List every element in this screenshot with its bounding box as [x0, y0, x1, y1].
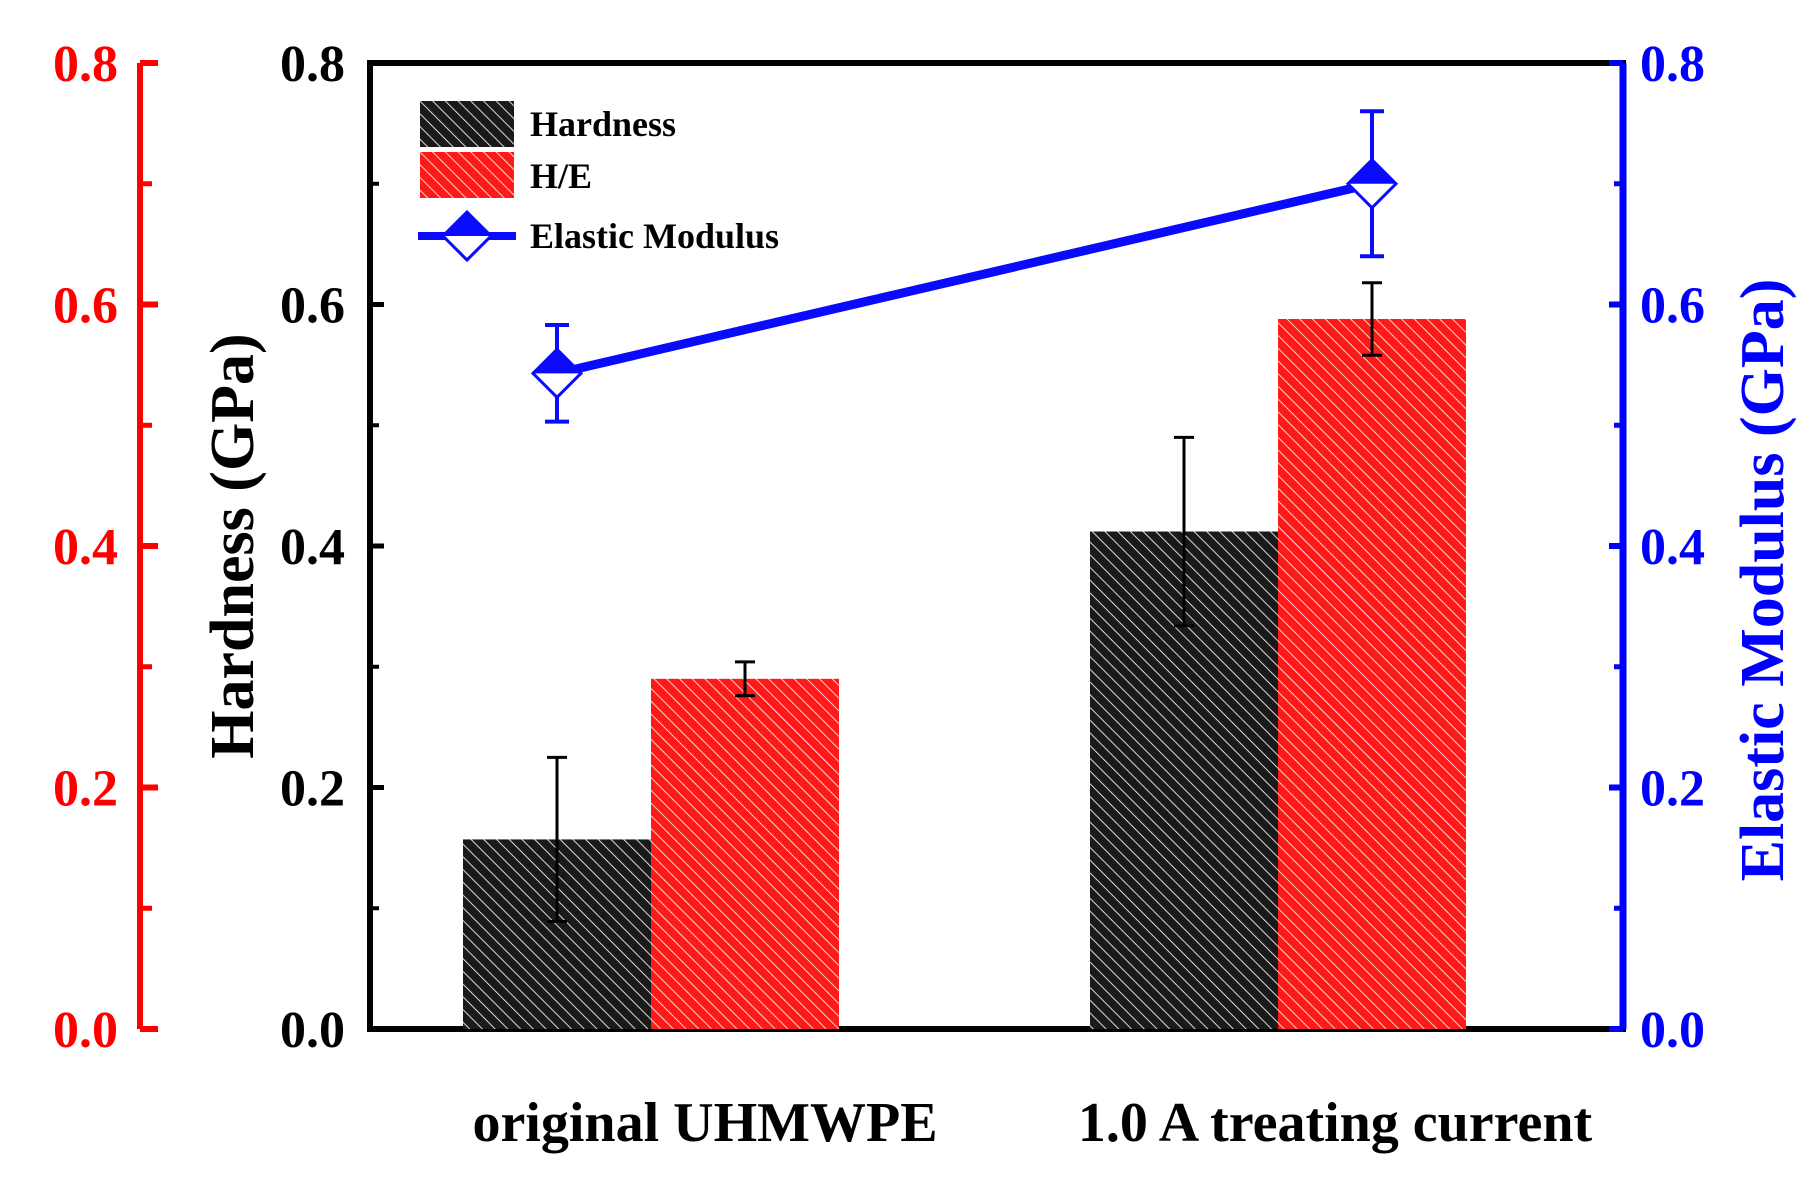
- bar-h-e-0: [651, 678, 839, 1029]
- legend-label-hardness: Hardness: [530, 104, 676, 144]
- left-tick-label: 0.8: [280, 36, 345, 93]
- legend-label-elastic-modulus: Elastic Modulus: [530, 216, 779, 256]
- category-label-1: 1.0 A treating current: [1078, 1092, 1593, 1154]
- elastic-modulus-point-fill: [1348, 159, 1396, 184]
- left-tick-label: 0.4: [280, 519, 345, 576]
- outer-left-tick-label: 0.6: [53, 278, 118, 335]
- legend-marker-fill: [443, 212, 491, 236]
- left-axis-title: Hardness (GPa): [199, 333, 267, 758]
- elastic-modulus-line: [555, 179, 1374, 378]
- outer-left-axis: 0.0 0.2 0.4 0.6 0.8: [53, 36, 158, 1059]
- left-tick-label: 0.6: [280, 278, 345, 335]
- left-tick-label: 0.0: [280, 1002, 345, 1059]
- outer-left-tick-label: 0.4: [53, 519, 118, 576]
- outer-left-tick-label: 0.8: [53, 36, 118, 93]
- bars: [463, 318, 1466, 1029]
- elastic-modulus-point-fill: [533, 349, 581, 374]
- right-tick-label: 0.0: [1640, 1002, 1705, 1059]
- left-tick-label: 0.2: [280, 761, 345, 818]
- outer-left-tick-label: 0.0: [53, 1002, 118, 1059]
- right-tick-label: 0.2: [1640, 761, 1705, 818]
- elastic-modulus-series: [530, 109, 1399, 424]
- legend-swatch-hardness: [420, 101, 514, 147]
- right-tick-label: 0.8: [1640, 36, 1705, 93]
- right-axis: 0.0 0.2 0.4 0.6 0.8: [1609, 36, 1705, 1059]
- outer-left-tick-label: 0.2: [53, 761, 118, 818]
- bar-h-e-1: [1278, 318, 1466, 1029]
- legend-label-he: H/E: [530, 156, 592, 196]
- bar-error-bars: [547, 281, 1382, 924]
- legend: Hardness H/E Elastic Modulus: [418, 101, 779, 263]
- left-axis: 0.0 0.2 0.4 0.6 0.8: [280, 36, 384, 1059]
- right-tick-label: 0.4: [1640, 519, 1705, 576]
- legend-swatch-he: [420, 152, 514, 198]
- right-axis-title: Elastic Modulus (GPa): [1729, 279, 1797, 882]
- category-label-0: original UHMWPE: [472, 1092, 937, 1154]
- right-tick-label: 0.6: [1640, 278, 1705, 335]
